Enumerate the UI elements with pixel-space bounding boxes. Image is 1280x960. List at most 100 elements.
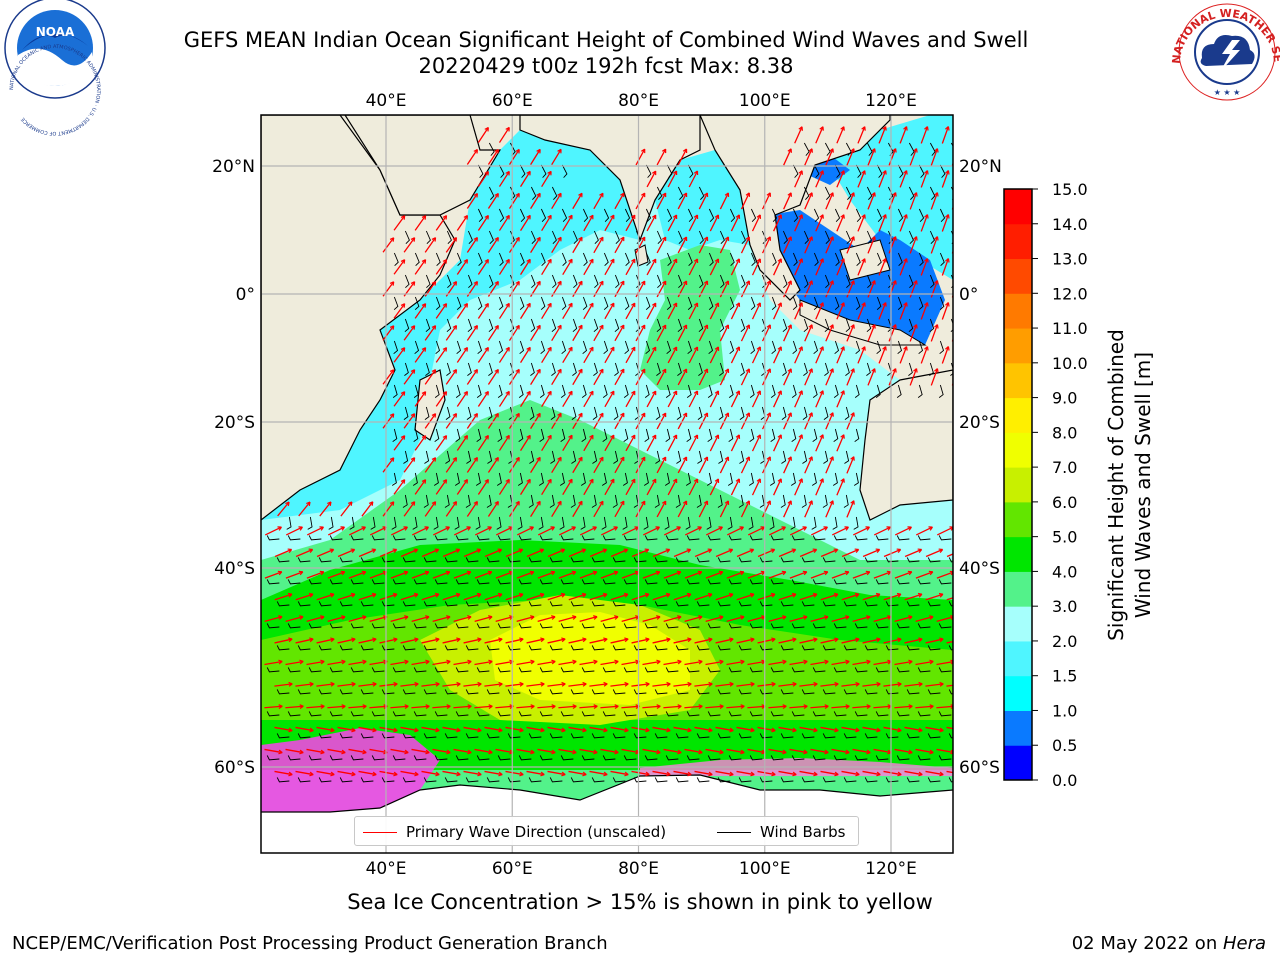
wave-arrowhead bbox=[452, 325, 458, 330]
wind-barb bbox=[455, 711, 469, 717]
wave-arrowhead bbox=[682, 412, 688, 418]
wave-arrowhead bbox=[614, 615, 619, 620]
wave-arrowhead bbox=[666, 681, 671, 687]
wave-arrowhead bbox=[620, 192, 625, 198]
wave-arrowhead bbox=[599, 412, 604, 418]
wave-arrowhead bbox=[682, 368, 688, 374]
wind-barb bbox=[740, 318, 746, 333]
wind-barb bbox=[948, 689, 953, 695]
wave-arrowhead bbox=[651, 214, 657, 220]
wave-arrowhead bbox=[288, 727, 293, 733]
lon-tick-label: 100°E bbox=[739, 91, 791, 111]
wave-arrowhead bbox=[693, 390, 699, 396]
wind-barb bbox=[708, 340, 714, 355]
wind-barb bbox=[729, 252, 735, 267]
wave-arrow bbox=[642, 660, 661, 666]
wind-barb bbox=[466, 406, 472, 420]
wave-arrowhead bbox=[724, 280, 730, 285]
wind-barb bbox=[581, 623, 595, 629]
wave-arrow bbox=[348, 660, 367, 666]
wave-arrowhead bbox=[473, 280, 478, 286]
wave-arrowhead bbox=[593, 615, 598, 620]
wave-arrowhead bbox=[620, 500, 625, 506]
wave-arrowhead bbox=[728, 592, 734, 598]
wave-arrowhead bbox=[484, 390, 489, 396]
colorbar-swatch bbox=[1004, 467, 1032, 503]
wave-arrowhead bbox=[582, 637, 587, 643]
wave-arrow bbox=[862, 683, 881, 687]
wave-arrow bbox=[794, 346, 803, 364]
wind-barb bbox=[875, 711, 889, 717]
wave-arrow bbox=[285, 571, 304, 579]
wave-arrow bbox=[862, 638, 881, 644]
wind-barb bbox=[824, 230, 830, 245]
wind-barb bbox=[843, 733, 857, 739]
wave-arrowhead bbox=[792, 637, 797, 643]
colorbar-swatch bbox=[1004, 293, 1032, 329]
wind-barb bbox=[603, 296, 609, 311]
legend-wave-label: Primary Wave Direction (unscaled) bbox=[406, 823, 667, 841]
wave-arrow bbox=[631, 593, 650, 601]
wave-arrow bbox=[684, 660, 703, 666]
wind-barb bbox=[581, 428, 587, 442]
wave-arrowhead bbox=[589, 214, 594, 220]
wind-barb bbox=[635, 318, 641, 333]
wave-arrow bbox=[726, 705, 745, 709]
wave-arrow bbox=[421, 726, 440, 732]
wave-arrow bbox=[836, 126, 845, 144]
wave-arrowhead bbox=[787, 368, 792, 373]
wave-arrow bbox=[652, 683, 671, 687]
wind-barb bbox=[938, 579, 952, 585]
wave-arrow bbox=[568, 726, 587, 732]
wave-arrowhead bbox=[750, 727, 755, 733]
wave-arrowhead bbox=[882, 126, 887, 131]
wave-arrow bbox=[400, 726, 419, 732]
wave-arrowhead bbox=[400, 435, 406, 440]
wind-barb bbox=[845, 230, 851, 245]
wave-arrow bbox=[424, 501, 437, 517]
wind-barb bbox=[782, 362, 787, 377]
wave-arrowhead bbox=[351, 681, 356, 687]
wave-arrowhead bbox=[745, 412, 751, 417]
wind-barb bbox=[706, 472, 712, 486]
wave-arrow bbox=[857, 302, 866, 320]
wave-arrow bbox=[936, 616, 953, 622]
wave-arrowhead bbox=[703, 412, 709, 417]
wave-arrow bbox=[625, 258, 636, 276]
wind-barb bbox=[434, 535, 448, 541]
wave-arrow bbox=[831, 705, 850, 709]
wave-arrow bbox=[435, 215, 448, 231]
wave-arrow bbox=[751, 390, 761, 408]
wave-arrowhead bbox=[456, 637, 461, 643]
wave-arrowhead bbox=[518, 592, 524, 598]
wave-arrow bbox=[583, 258, 594, 276]
wave-arrowhead bbox=[798, 214, 803, 219]
wind-barb bbox=[687, 164, 694, 178]
wave-arrowhead bbox=[624, 681, 629, 687]
wave-arrow bbox=[761, 236, 771, 254]
wind-barb bbox=[687, 340, 693, 355]
wave-arrowhead bbox=[593, 704, 598, 709]
wind-barb bbox=[824, 362, 829, 377]
wave-arrowhead bbox=[945, 302, 950, 307]
wind-barb bbox=[791, 623, 805, 629]
wave-arrow bbox=[572, 236, 583, 254]
wind-barb bbox=[801, 733, 815, 739]
wind-barb bbox=[414, 296, 420, 311]
wave-arrowhead bbox=[861, 214, 866, 219]
wave-arrowhead bbox=[400, 215, 406, 220]
wind-barb bbox=[424, 450, 430, 464]
wind-barb bbox=[371, 755, 385, 761]
wave-arrowhead bbox=[526, 170, 531, 176]
wind-barb bbox=[549, 733, 563, 739]
wave-arrow bbox=[400, 638, 419, 644]
wind-barb bbox=[845, 142, 852, 156]
wave-arrowhead bbox=[442, 259, 448, 264]
wind-barb bbox=[739, 450, 745, 464]
wave-arrowhead bbox=[787, 148, 792, 153]
wave-arrowhead bbox=[404, 659, 409, 665]
wind-barb bbox=[769, 516, 775, 530]
wind-barb bbox=[686, 428, 692, 442]
wave-arrow bbox=[677, 368, 688, 386]
credit-date: 02 May 2022 on Hera bbox=[1071, 933, 1266, 954]
